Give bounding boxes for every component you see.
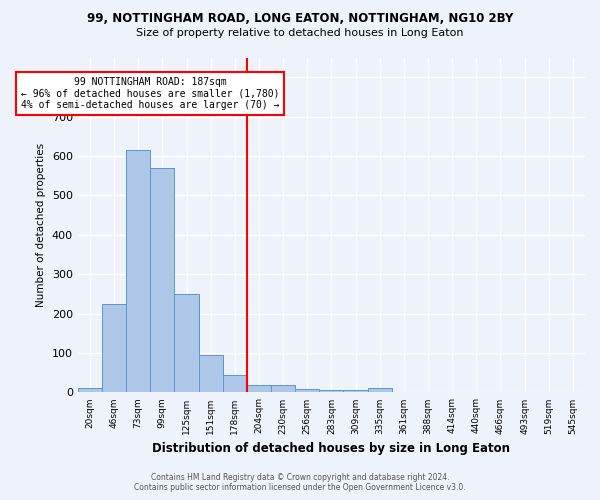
Bar — [102, 304, 126, 392]
Text: Size of property relative to detached houses in Long Eaton: Size of property relative to detached ho… — [136, 28, 464, 38]
Bar — [126, 150, 150, 392]
Bar — [150, 168, 175, 392]
Text: 99 NOTTINGHAM ROAD: 187sqm
← 96% of detached houses are smaller (1,780)
4% of se: 99 NOTTINGHAM ROAD: 187sqm ← 96% of deta… — [21, 77, 280, 110]
Bar — [295, 390, 319, 392]
X-axis label: Distribution of detached houses by size in Long Eaton: Distribution of detached houses by size … — [152, 442, 511, 455]
Bar — [247, 384, 271, 392]
Text: 99, NOTTINGHAM ROAD, LONG EATON, NOTTINGHAM, NG10 2BY: 99, NOTTINGHAM ROAD, LONG EATON, NOTTING… — [87, 12, 513, 26]
Bar — [343, 390, 368, 392]
Bar — [271, 384, 295, 392]
Bar — [368, 388, 392, 392]
Bar — [199, 355, 223, 393]
Bar — [78, 388, 102, 392]
Bar — [175, 294, 199, 392]
Text: Contains HM Land Registry data © Crown copyright and database right 2024.
Contai: Contains HM Land Registry data © Crown c… — [134, 473, 466, 492]
Bar — [319, 390, 343, 392]
Y-axis label: Number of detached properties: Number of detached properties — [36, 143, 46, 307]
Bar — [223, 374, 247, 392]
